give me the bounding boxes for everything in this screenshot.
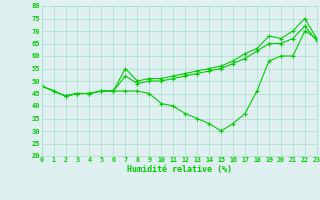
X-axis label: Humidité relative (%): Humidité relative (%) xyxy=(127,165,232,174)
